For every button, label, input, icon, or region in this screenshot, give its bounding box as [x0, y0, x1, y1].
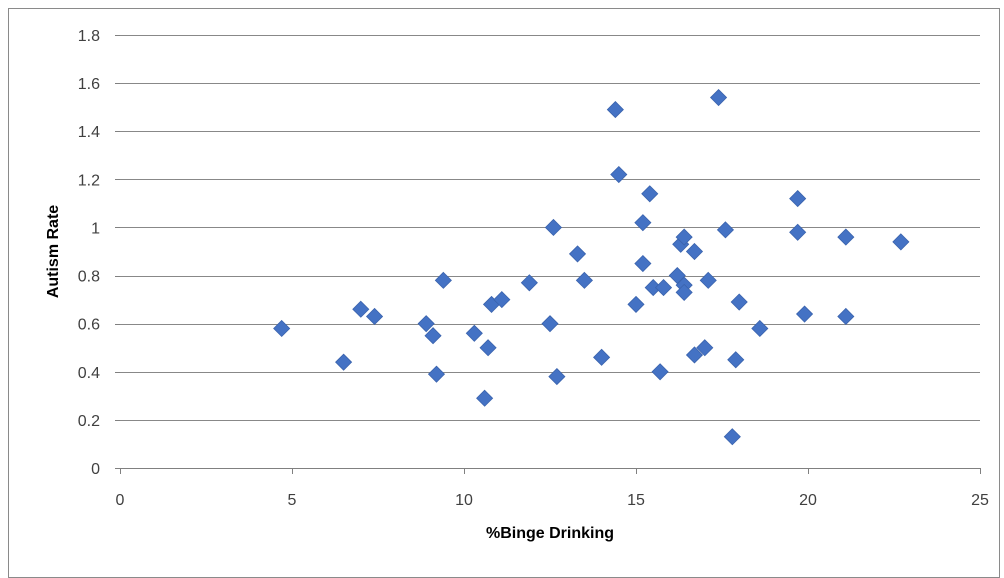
x-tick-label: 15: [627, 492, 645, 509]
y-tick-label: 0.8: [78, 269, 100, 286]
data-point: [627, 295, 645, 313]
data-point: [352, 300, 370, 318]
data-point: [696, 339, 714, 357]
y-tick-label: 0.6: [78, 317, 100, 334]
data-point: [634, 254, 652, 273]
data-point: [610, 165, 628, 184]
data-point: [789, 223, 807, 241]
chart-frame: [8, 8, 1000, 578]
data-point: [606, 101, 624, 119]
data-point: [548, 368, 566, 386]
y-tick-label: 0.2: [78, 413, 100, 430]
data-point: [493, 291, 511, 309]
x-tick-label: 0: [116, 492, 125, 509]
data-point: [751, 319, 769, 338]
data-point: [476, 389, 494, 407]
x-tick-label: 20: [799, 492, 817, 509]
data-point: [789, 190, 807, 208]
y-tick-label: 1.4: [78, 124, 100, 141]
data-point: [675, 228, 693, 246]
data-point: [716, 221, 735, 239]
data-point: [520, 274, 538, 292]
data-point: [727, 351, 745, 369]
data-point: [593, 348, 611, 366]
x-axis-title: %Binge Drinking: [486, 525, 614, 542]
data-point: [417, 315, 435, 333]
data-point: [427, 365, 446, 383]
data-point: [365, 307, 384, 326]
x-tick-label: 5: [288, 492, 297, 509]
data-point: [837, 307, 855, 326]
y-tick-label: 0.4: [78, 365, 100, 382]
y-axis-title: Autism Rate: [45, 205, 62, 298]
data-point: [699, 271, 717, 289]
x-tick-label: 25: [971, 492, 989, 509]
data-point: [544, 218, 563, 237]
gridlines: [115, 35, 980, 469]
data-point: [479, 339, 497, 357]
y-tick-label: 1.6: [78, 76, 100, 93]
data-point: [634, 214, 652, 232]
data-point: [654, 279, 673, 297]
data-point: [675, 283, 693, 301]
data-point: [568, 245, 587, 263]
y-tick-label: 1.8: [78, 28, 100, 45]
data-point: [541, 315, 559, 333]
x-tick-label: 10: [455, 492, 473, 509]
data-point: [723, 428, 741, 446]
data-point: [795, 305, 814, 323]
data-point: [434, 271, 452, 289]
data-point: [335, 353, 353, 371]
data-point: [641, 185, 659, 203]
data-points: [273, 88, 910, 446]
y-tick-label: 1.2: [78, 172, 100, 189]
data-point: [892, 233, 910, 251]
data-point: [575, 271, 593, 289]
data-point: [685, 346, 704, 364]
data-point: [837, 228, 855, 246]
data-point: [424, 327, 442, 345]
x-axis-ticks: 0 5 10 15 20 25: [116, 468, 989, 509]
data-point: [465, 324, 483, 342]
data-point: [685, 242, 704, 261]
data-point: [730, 293, 748, 311]
y-axis-ticks: 0 0.2 0.4 0.6 0.8 1 1.2 1.4 1.6 1.8: [78, 28, 100, 478]
data-point: [651, 363, 669, 381]
y-tick-label: 1: [91, 220, 100, 237]
data-point: [273, 319, 291, 338]
y-tick-label: 0: [91, 461, 100, 478]
data-point: [709, 88, 728, 107]
